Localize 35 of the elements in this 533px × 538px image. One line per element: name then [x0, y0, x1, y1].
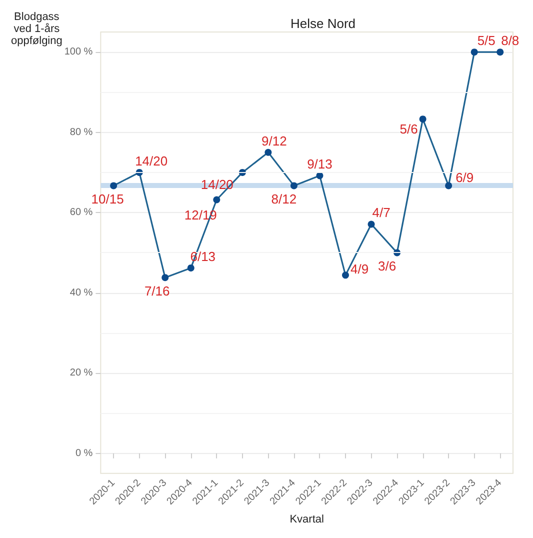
chart-title: Helse Nord	[290, 16, 356, 31]
point	[342, 272, 349, 279]
point	[496, 48, 504, 56]
y-tick-label: 20 %	[70, 368, 93, 379]
annotation: 5/5	[477, 33, 496, 48]
point	[187, 264, 194, 272]
point	[368, 220, 375, 228]
annotation: 10/15	[91, 192, 124, 207]
annotation: 9/12	[262, 133, 287, 148]
annotation: 5/6	[400, 122, 418, 137]
point	[445, 182, 452, 190]
y-tick-label: 80 %	[70, 126, 93, 138]
annotation: 9/13	[307, 156, 332, 172]
y-tick-label: 0 %	[75, 448, 93, 459]
x-axis-title: Kvartal	[290, 514, 324, 526]
point	[290, 182, 298, 190]
y-tick-label: 40 %	[70, 287, 93, 298]
annotation: 14/20	[135, 153, 168, 168]
point	[264, 148, 272, 156]
y-axis-title: Blodgass ved 1-års oppfølging	[10, 11, 62, 48]
annotation: 6/9	[456, 170, 474, 186]
annotation: 7/16	[144, 284, 170, 299]
annotation: 8/12	[271, 192, 297, 207]
point	[162, 274, 169, 282]
point	[316, 172, 324, 180]
annotation: 4/7	[372, 205, 390, 220]
point	[419, 116, 426, 123]
annotation: 3/6	[378, 258, 396, 274]
y-tick-label: 100 %	[64, 46, 93, 58]
annotation: 4/9	[350, 262, 369, 277]
point	[110, 182, 118, 190]
annotation: 8/8	[501, 33, 520, 48]
point	[213, 196, 220, 204]
y-tick-label: 60 %	[70, 207, 93, 218]
point	[470, 48, 478, 56]
